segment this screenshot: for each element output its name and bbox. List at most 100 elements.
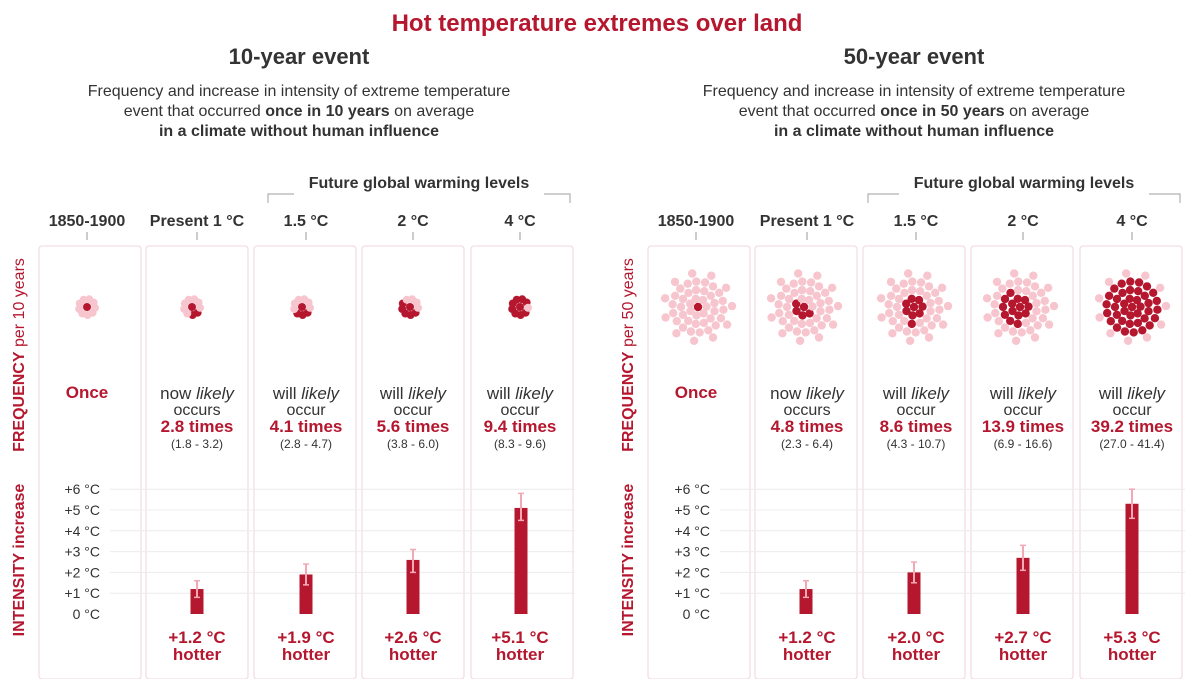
dot-baseline bbox=[789, 279, 798, 288]
dot-baseline bbox=[692, 311, 701, 320]
frequency-likely: likely bbox=[1127, 384, 1166, 403]
dot-baseline bbox=[983, 313, 992, 322]
frequency-range: (2.3 - 6.4) bbox=[781, 437, 833, 451]
subtitle-span: event that occurred bbox=[739, 103, 880, 120]
dot-baseline bbox=[894, 294, 904, 304]
dot-baseline bbox=[784, 310, 794, 319]
frequency-value: 39.2 times bbox=[1091, 417, 1173, 436]
dot-occurrence bbox=[1136, 302, 1145, 311]
dot-occurrence bbox=[918, 302, 927, 311]
dot-baseline bbox=[722, 320, 732, 329]
dot-occurrence bbox=[1120, 327, 1130, 336]
dot-occurrence bbox=[792, 299, 801, 308]
dot-baseline bbox=[672, 329, 681, 338]
dot-occurrence bbox=[1104, 291, 1114, 300]
dot-baseline bbox=[708, 333, 718, 342]
frequency-prefix: will bbox=[882, 384, 911, 403]
subtitle-span: on average bbox=[1005, 103, 1090, 120]
frequency-likely-line: will likely bbox=[486, 384, 555, 403]
panel-subtitle: event that occurred once in 10 years on … bbox=[124, 103, 475, 120]
dot-baseline bbox=[797, 319, 806, 329]
dot-baseline bbox=[877, 313, 886, 322]
frequency-likely: likely bbox=[301, 384, 340, 403]
dot-baseline bbox=[706, 314, 715, 323]
column-header: Present 1 °C bbox=[150, 213, 245, 230]
dot-baseline bbox=[935, 305, 944, 314]
panel-subtitle: Frequency and increase in intensity of e… bbox=[703, 83, 1126, 100]
dot-occurrence bbox=[1102, 300, 1111, 309]
dot-occurrence bbox=[1006, 316, 1015, 326]
frequency-axis-main: FREQUENCY bbox=[620, 351, 637, 452]
dot-baseline bbox=[810, 326, 819, 335]
dot-occurrence bbox=[1126, 277, 1135, 286]
intensity-axis-label: INTENSITY increase bbox=[620, 484, 637, 637]
dot-baseline bbox=[91, 303, 99, 312]
frequency-prefix: will bbox=[1098, 384, 1127, 403]
dot-baseline bbox=[1005, 279, 1014, 288]
subtitle-span: in a climate without human influence bbox=[774, 123, 1054, 140]
dot-baseline bbox=[692, 277, 701, 286]
intensity-bar bbox=[299, 574, 313, 614]
dot-baseline bbox=[804, 295, 814, 305]
dot-occurrence bbox=[914, 295, 924, 305]
frequency-range: (3.8 - 6.0) bbox=[387, 437, 439, 451]
dot-baseline bbox=[1094, 294, 1104, 303]
dot-occurrence bbox=[83, 303, 91, 311]
dot-occurrence bbox=[406, 303, 414, 311]
y-tick-label: +5 °C bbox=[64, 502, 100, 518]
y-tick-label: +4 °C bbox=[64, 523, 100, 539]
dot-baseline bbox=[1021, 318, 1031, 328]
dot-baseline bbox=[699, 318, 709, 328]
intensity-value-label: +5.1 °C bbox=[491, 628, 548, 647]
y-tick-label: +1 °C bbox=[64, 585, 100, 601]
dot-baseline bbox=[900, 316, 909, 326]
dot-baseline bbox=[806, 287, 815, 296]
dot-baseline bbox=[767, 313, 776, 322]
dot-baseline bbox=[876, 294, 886, 303]
dot-baseline bbox=[817, 321, 826, 330]
dot-baseline bbox=[784, 294, 794, 304]
dot-occurrence bbox=[298, 303, 306, 311]
dot-baseline bbox=[1123, 336, 1133, 345]
frequency-likely: likely bbox=[1018, 384, 1057, 403]
dot-baseline bbox=[524, 303, 532, 312]
dot-baseline bbox=[916, 278, 926, 287]
dot-baseline bbox=[678, 294, 688, 304]
dot-occurrence bbox=[1152, 296, 1162, 306]
dot-baseline bbox=[924, 282, 934, 291]
frequency-likely-line: now likely bbox=[160, 384, 235, 403]
dot-baseline bbox=[994, 317, 1003, 326]
intensity-value-label: +2.0 °C bbox=[887, 628, 944, 647]
dot-baseline bbox=[1017, 328, 1026, 337]
dot-baseline bbox=[1021, 287, 1031, 296]
dot-occurrence bbox=[1118, 288, 1127, 298]
dot-baseline bbox=[932, 314, 942, 323]
dot-baseline bbox=[686, 327, 696, 336]
dot-baseline bbox=[982, 294, 992, 303]
dot-occurrence bbox=[792, 306, 801, 316]
dot-baseline bbox=[902, 327, 912, 336]
intensity-hotter-label: hotter bbox=[389, 645, 438, 664]
dot-baseline bbox=[894, 310, 904, 319]
dot-baseline bbox=[888, 317, 897, 326]
dot-baseline bbox=[926, 298, 935, 308]
dot-baseline bbox=[778, 317, 787, 326]
dot-baseline bbox=[1032, 298, 1041, 308]
dot-occurrence bbox=[1110, 284, 1119, 293]
dot-baseline bbox=[1037, 288, 1046, 297]
dot-baseline bbox=[792, 327, 802, 336]
dot-baseline bbox=[702, 302, 711, 311]
dot-baseline bbox=[816, 307, 825, 316]
dot-baseline bbox=[915, 318, 925, 328]
dot-baseline bbox=[1040, 296, 1050, 306]
dot-baseline bbox=[678, 310, 688, 319]
frequency-cell: Once bbox=[660, 269, 737, 402]
dot-baseline bbox=[689, 336, 699, 345]
intensity-value-label: +2.7 °C bbox=[994, 628, 1051, 647]
dot-occurrence bbox=[1145, 321, 1154, 330]
dot-baseline bbox=[916, 287, 925, 296]
subtitle-span: event that occurred bbox=[124, 103, 265, 120]
dot-baseline bbox=[926, 307, 935, 316]
